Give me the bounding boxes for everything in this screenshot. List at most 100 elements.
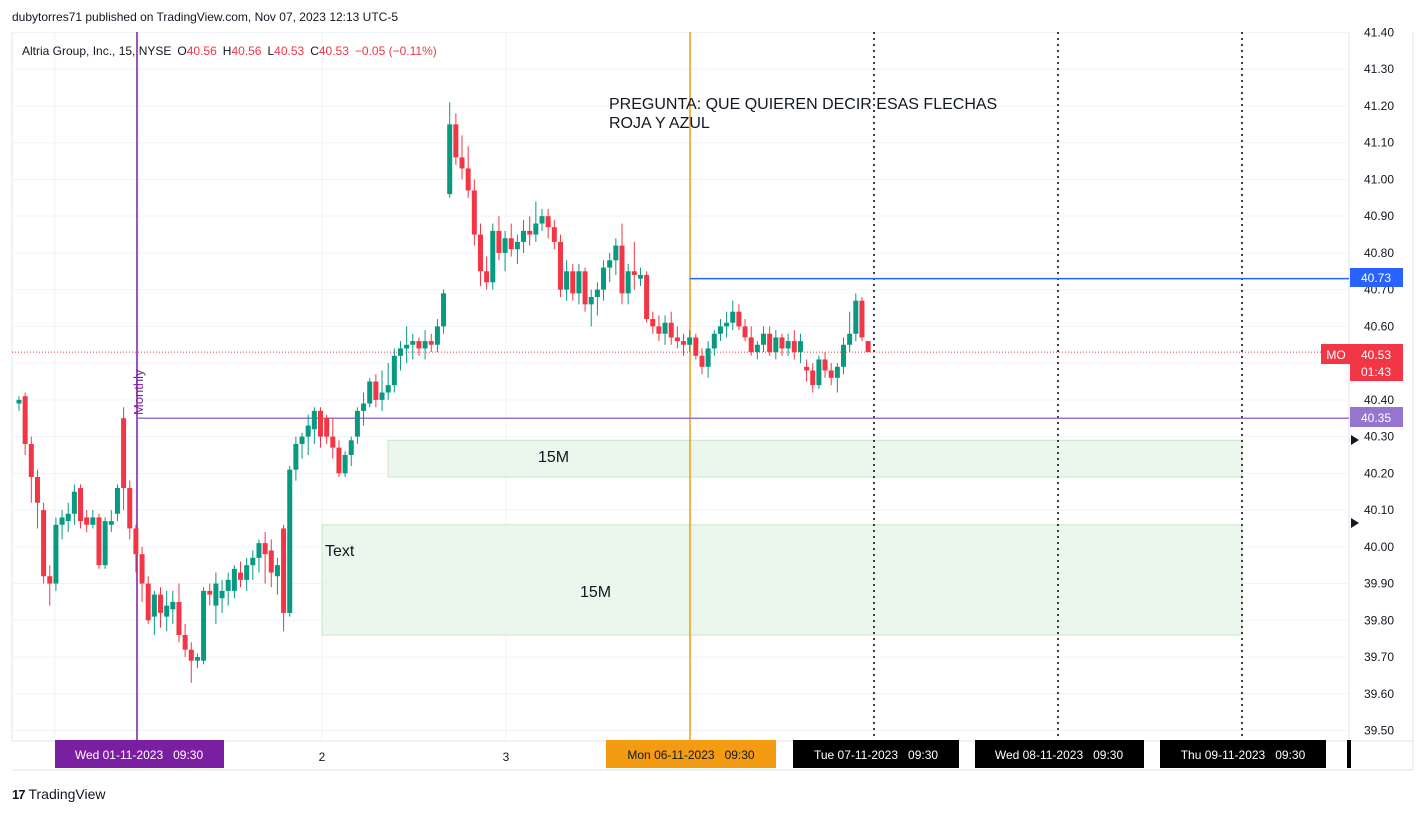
price-axis-ticks: 41.4041.3041.2041.1041.0040.9040.8040.70… [1364,26,1394,738]
candle-body [114,488,120,514]
candle-body [557,241,563,290]
candle-body [650,319,656,327]
price-tick-label: 41.20 [1364,99,1394,113]
candle-body [201,590,207,661]
symbol-tag-text: MO [1326,348,1345,362]
candle-body [601,267,607,290]
candle-body [305,425,311,437]
price-tick-label: 39.60 [1364,687,1394,701]
candle-body [416,341,422,349]
candle-body [397,348,403,356]
time-tag-09 [1160,740,1326,768]
candle-body [662,322,668,334]
candle-body [453,124,459,158]
candle-body [736,311,742,327]
candle-body [588,297,594,305]
question-text-line2[interactable]: ROJA Y AZUL [609,115,710,132]
horizontal-lines[interactable] [12,277,1349,419]
candle-body [668,322,674,338]
candle-body [847,333,853,345]
candle-body [619,245,625,294]
candle-body [404,344,410,349]
candle-body [238,572,244,580]
price-tick-label: 40.60 [1364,319,1394,333]
candle-body [576,271,582,294]
text-annotation[interactable]: Text [325,543,355,560]
candle-body [391,355,397,386]
time-tag-07-text: Tue 07-11-2023 09:30 [814,748,938,762]
candle-body [496,230,502,253]
time-tag-08 [975,740,1144,768]
question-text-line1[interactable]: PREGUNTA: QUE QUIEREN DECIR ESAS FLECHAS [609,96,997,113]
candle-body [28,443,34,478]
candle-body [508,238,514,250]
tradingview-logo[interactable]: 17 TradingView [12,786,106,802]
candle-body [730,311,736,323]
candle-body [761,333,767,345]
candle-body [256,543,262,558]
footer-brand: TradingView [28,786,106,802]
rectangle-zones[interactable] [321,439,1243,636]
candle-body [570,271,576,294]
candle-body [96,517,102,566]
candle-body [108,521,114,525]
time-tag-07 [793,740,959,768]
zone-upper-label: 15M [538,449,569,466]
candle-body [16,399,22,404]
candle-body [281,528,287,613]
candle-body [385,385,391,393]
candle-body [287,469,293,613]
candle-body [34,477,40,503]
candle-body [41,510,47,577]
legend-c-label: C [310,44,319,58]
ohlc-legend: Altria Group, Inc., 15, NYSE O40.56 H40.56… [22,44,437,58]
candle-body [127,488,133,529]
purple-line-price-text: 40.35 [1361,411,1391,425]
candle-body [779,337,785,349]
price-tick-label: 41.00 [1364,172,1394,186]
candle-body [317,410,323,437]
candlestick-series [16,102,871,683]
monthly-time-text: Wed 01-11-2023 09:30 [75,748,204,762]
scale-marker-icon [1351,435,1359,445]
blue-line-price-tag [1350,268,1403,287]
publish-header: dubytorres71 published on TradingView.co… [12,10,399,24]
candle-body [59,517,65,525]
candle-body [810,370,816,386]
candle-body [422,341,428,349]
candle-body [71,491,77,514]
candle-body [447,124,453,195]
candle-body [336,447,342,474]
candle-body [164,605,170,617]
candle-body [797,341,803,353]
candle-body [859,300,865,338]
candle-body [274,565,280,577]
legend-c-value: 40.53 [319,44,349,58]
candle-body [361,403,367,411]
candle-body [133,528,139,555]
price-tick-label: 40.00 [1364,540,1394,554]
scale-marker-icon [1351,518,1359,528]
time-tag-08-text: Wed 08-11-2023 09:30 [995,748,1124,762]
legend-l-label: L [267,44,274,58]
price-tick-label: 40.80 [1364,246,1394,260]
candle-body [373,381,379,400]
candle-body [78,488,84,522]
candle-body [324,418,330,437]
candle-body [853,300,859,334]
zone-rectangle [321,524,1243,636]
candle-body [687,337,693,345]
time-tick-2: 2 [319,750,326,764]
candle-body [724,322,730,327]
last-price-tag [1350,344,1403,381]
price-tick-label: 40.90 [1364,209,1394,223]
symbol-tag [1321,344,1351,364]
price-tick-label: 40.40 [1364,393,1394,407]
candle-body [748,337,754,353]
legend-change: −0.05 (−0.11%) [355,44,437,58]
time-tag-partial [1347,740,1351,768]
candle-body [225,579,231,591]
price-tick-label: 39.80 [1364,613,1394,627]
candle-body [594,289,600,298]
